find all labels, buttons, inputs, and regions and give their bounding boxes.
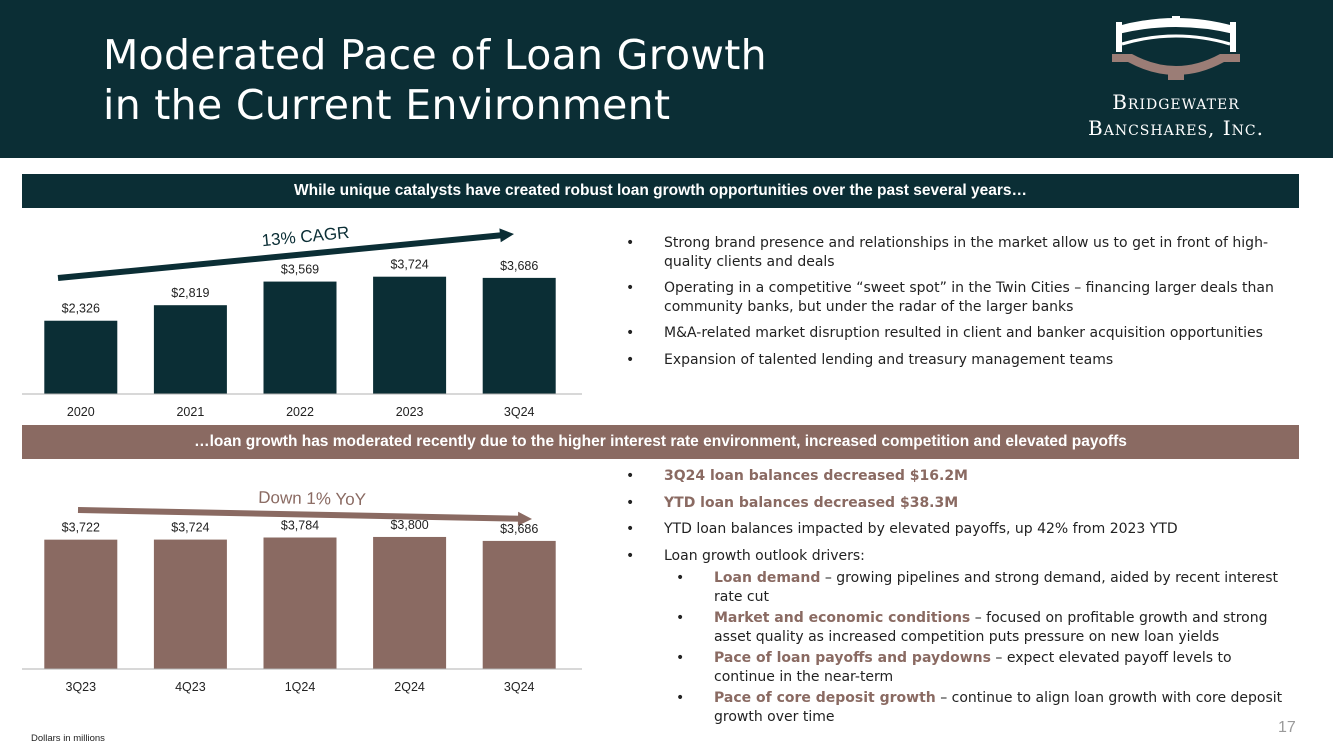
bridge-logo-icon [1112,16,1240,80]
bullet-icon: • [676,570,685,586]
bullet-icon: • [626,547,635,564]
list-item: • YTD loan balances impacted by elevated … [623,520,1288,539]
category-label: 3Q24 [504,405,535,419]
category-label: 4Q23 [175,680,206,694]
sub-list-item: • Loan demand – growing pipelines and str… [623,569,1288,606]
trend-arrow-line [57,231,505,281]
list-item: • YTD loan balances decreased $38.3M [623,494,1288,513]
category-label: 2Q24 [394,680,425,694]
bottom-section-banner: …loan growth has moderated recently due … [22,425,1299,459]
list-item: • M&A-related market disruption resulted … [623,324,1288,343]
bullet-icon: • [626,280,635,296]
bar-value-label: $3,784 [281,519,319,533]
footnote: Dollars in millions [31,733,105,744]
annual-loan-chart-svg: 13% CAGR $2,326 2020 $2,819 2021 $3,569 2022 $3… [18,223,582,419]
bar-value-label: $3,569 [281,263,319,277]
logo-text-line-1: Bridgewater [1112,90,1240,114]
bullet-icon: • [676,650,685,666]
sub-list-item: • Market and economic conditions – focuse… [623,609,1288,646]
slide-header: Moderated Pace of Loan Growth in the Cur… [0,0,1333,158]
trend-annotation: 13% CAGR [261,223,350,250]
driver-text: – continue to align loan growth with cor… [714,690,1283,725]
bullet-icon: • [626,351,635,368]
bar [263,281,337,394]
driver-name: Loan demand [714,570,821,586]
sub-list-item: • Pace of loan payoffs and paydowns – exp… [623,649,1288,686]
top-bullet-list: • Strong brand presence and relationships… [623,234,1288,377]
company-logo: Bridgewater Bancshares, Inc. [1060,14,1292,144]
category-label: 1Q24 [285,680,316,694]
top-section-banner: While unique catalysts have created robu… [22,174,1299,208]
bullet-text: Strong brand presence and relationships … [664,235,1268,270]
list-item: • Operating in a competitive “sweet spot”… [623,279,1288,316]
bar [153,539,227,669]
category-label: 3Q24 [504,680,535,694]
category-label: 3Q23 [66,680,97,694]
driver-name: Pace of core deposit growth [714,690,936,706]
category-label: 2021 [176,405,204,419]
logo-text-line-2: Bancshares, Inc. [1088,116,1264,140]
bullet-text: Expansion of talented lending and treasu… [664,351,1114,368]
category-label: 2020 [67,405,95,419]
bar-value-label: $3,800 [390,518,428,532]
title-line-1: Moderated Pace of Loan Growth [103,31,767,79]
page-number: 17 [1278,719,1296,736]
bullet-icon: • [676,610,685,626]
bar-value-label: $2,326 [62,302,100,316]
quarterly-loan-chart-svg: Down 1% YoY $3,722 3Q23 $3,724 4Q23 $3,784 1Q2… [18,488,582,694]
bullet-text: YTD loan balances impacted by elevated p… [664,521,1178,537]
bullet-icon: • [626,235,635,251]
bullet-icon: • [626,494,635,511]
list-item: • Loan growth outlook drivers: [623,547,1288,566]
bullet-text: YTD loan balances decreased $38.3M [664,494,959,511]
bar [373,536,447,669]
bar [482,540,556,669]
bar-value-label: $3,722 [62,521,100,535]
category-label: 2022 [286,405,314,419]
title-line-2: in the Current Environment [103,81,671,129]
trend-arrow-head-icon [499,228,514,243]
sub-list-item: • Pace of core deposit growth – continue … [623,689,1288,726]
driver-text: – growing pipelines and strong demand, a… [714,570,1279,605]
bar-value-label: $2,819 [171,286,209,300]
trend-arrow-head-icon [517,511,532,526]
bullet-text: 3Q24 loan balances decreased $16.2M [664,468,968,484]
category-label: 2023 [396,405,424,419]
driver-name: Market and economic conditions [714,610,971,626]
bullet-icon: • [676,690,685,706]
bullet-icon: • [626,325,635,341]
trend-arrow-line [77,507,523,522]
bar [373,276,447,394]
driver-text: – expect elevated payoff levels to conti… [714,650,1232,685]
bar [153,305,227,394]
bar [263,537,337,669]
list-item: • Expansion of talented lending and treas… [623,351,1288,370]
annual-loan-chart: 13% CAGR $2,326 2020 $2,819 2021 $3,569 2022 $3… [18,212,582,422]
bullet-text: Operating in a competitive “sweet spot” … [664,280,1274,315]
list-item: • Strong brand presence and relationships… [623,234,1288,271]
bullet-icon: • [626,468,635,484]
slide-title: Moderated Pace of Loan Growth in the Cur… [103,30,767,130]
driver-name: Pace of loan payoffs and paydowns [714,650,991,666]
bottom-bullet-list: • 3Q24 loan balances decreased $16.2M • YT… [623,467,1288,729]
bullet-text: M&A-related market disruption resulted i… [664,325,1263,341]
bar-value-label: $3,686 [500,259,538,273]
quarterly-loan-chart: Down 1% YoY $3,722 3Q23 $3,724 4Q23 $3,784 1Q2… [18,462,582,697]
driver-text: – focused on profitable growth and stron… [714,610,1268,645]
bullet-icon: • [626,521,635,537]
bullet-text: Loan growth outlook drivers: [664,547,865,564]
bar [482,277,556,394]
bar-value-label: $3,724 [390,258,428,272]
bar-value-label: $3,724 [171,521,209,535]
list-item: • 3Q24 loan balances decreased $16.2M [623,467,1288,486]
bar [44,320,118,394]
trend-annotation: Down 1% YoY [258,488,366,509]
bar-value-label: $3,686 [500,522,538,536]
bar [44,539,118,669]
